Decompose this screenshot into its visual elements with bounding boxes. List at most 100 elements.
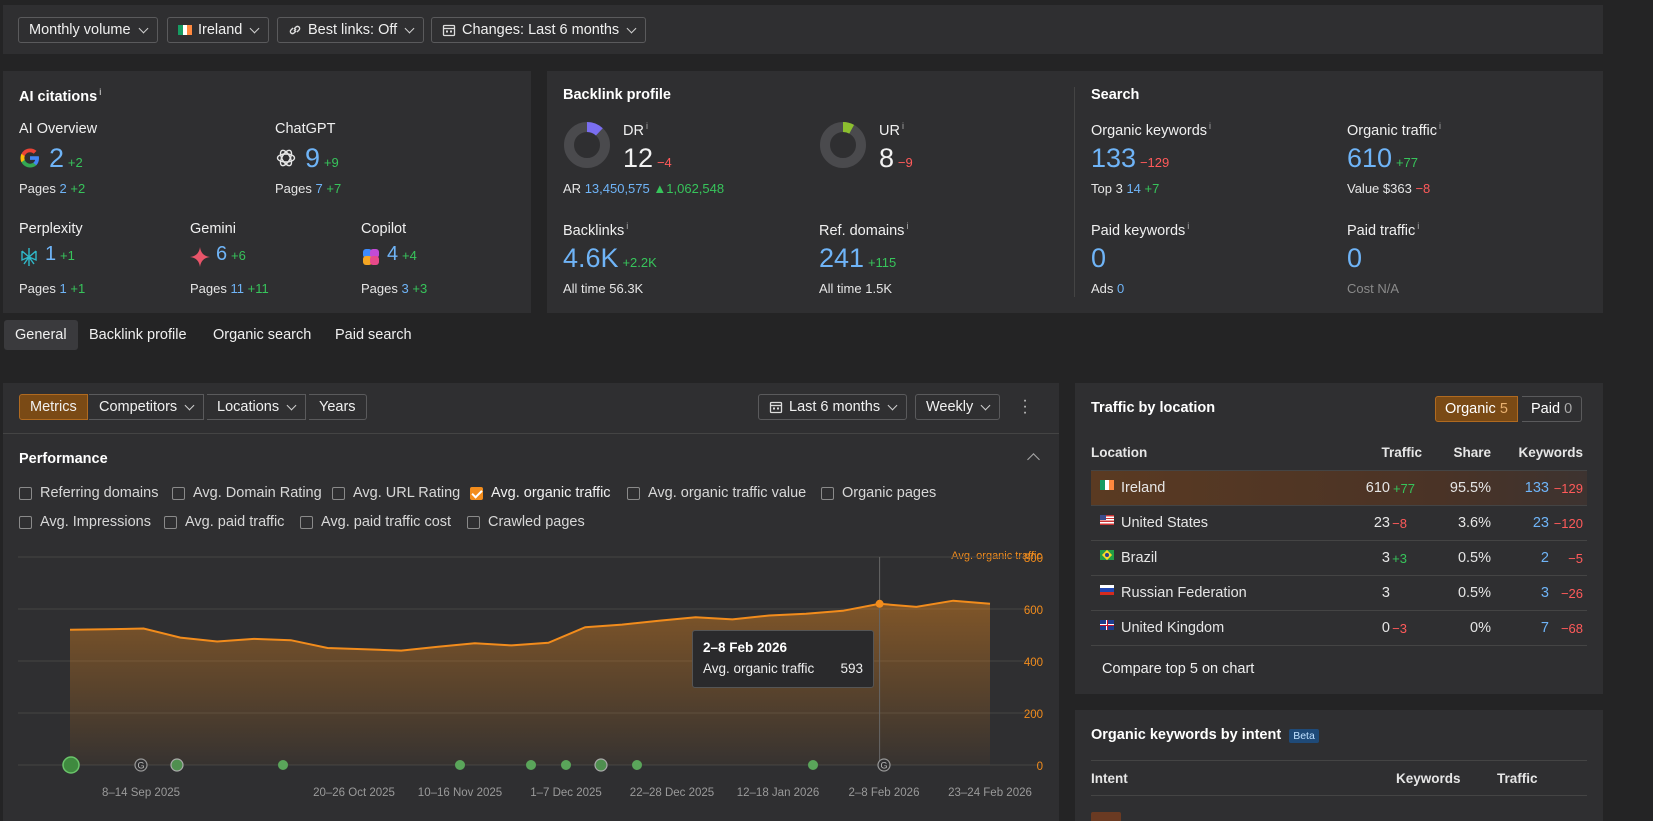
checkbox-avg-organic-traffic[interactable]: Avg. organic traffic [470, 485, 611, 501]
checkbox-crawled-pages[interactable]: Crawled pages [467, 514, 585, 530]
location-row-brazil[interactable]: Brazil 3 +3 0.5% 2 −5 [1091, 541, 1587, 576]
chatgpt-value[interactable]: 9 [305, 143, 321, 173]
location-keywords[interactable]: 133 [1524, 480, 1549, 496]
location-row-united-states[interactable]: United States 23 −8 3.6% 23 −120 [1091, 506, 1587, 541]
changes-dropdown[interactable]: Changes: Last 6 months [431, 17, 647, 43]
organic-toggle[interactable]: Organic 5 [1435, 396, 1518, 422]
range-label: Last 6 months [789, 399, 881, 415]
gemini-pages-delta: +11 [247, 281, 269, 296]
ar-value[interactable]: 13,450,575 [584, 181, 650, 196]
location-row-united-kingdom[interactable]: United Kingdom 0 −3 0% 7 −68 [1091, 611, 1587, 646]
ur-value[interactable]: 8 [879, 143, 895, 173]
monthly-volume-dropdown[interactable]: Monthly volume [18, 17, 158, 43]
chevron-down-icon [286, 400, 297, 410]
checkbox-avg-domain-rating[interactable]: Avg. Domain Rating [172, 485, 322, 501]
ai-overview-label: AI Overview [19, 121, 98, 137]
interval-label: Weekly [926, 399, 974, 415]
chatgpt-pages-delta: +7 [326, 181, 342, 196]
country-dropdown[interactable]: Ireland [167, 17, 270, 43]
location-traffic[interactable]: 610 [1365, 480, 1390, 496]
checkbox-avg-paid-traffic[interactable]: Avg. paid traffic [164, 514, 284, 530]
ref-domains-value[interactable]: 241 [819, 243, 865, 273]
chart-hover-point [875, 599, 884, 608]
interval-dropdown[interactable]: Weekly [915, 394, 1001, 420]
ai-overview-pages[interactable]: 2 [59, 181, 67, 196]
location-keywords[interactable]: 7 [1540, 620, 1549, 636]
header-location: Location [1091, 445, 1148, 460]
dr-value[interactable]: 12 [623, 143, 654, 173]
perplexity-value[interactable]: 1 [45, 243, 57, 265]
chart-event-marker [808, 760, 818, 770]
traffic-by-location-title: Traffic by location [1091, 400, 1216, 416]
organic-keywords-value[interactable]: 133 [1091, 143, 1137, 173]
chatgpt-pages[interactable]: 7 [315, 181, 323, 196]
x-tick-label: 10–16 Nov 2025 [418, 787, 502, 799]
intent-header-intent: Intent [1091, 771, 1128, 786]
gemini-value[interactable]: 6 [216, 243, 228, 265]
checkbox-label: Avg. Domain Rating [193, 485, 322, 501]
location-row-russian-federation[interactable]: Russian Federation 3 0.5% 3 −26 [1091, 576, 1587, 611]
copilot-icon [363, 249, 379, 265]
checkbox-referring-domains[interactable]: Referring domains [19, 485, 158, 501]
ref-domains-all-time: 1.5K [865, 281, 892, 296]
paid-keywords-value[interactable]: 0 [1091, 243, 1107, 273]
checkbox-organic-pages[interactable]: Organic pages [821, 485, 936, 501]
checkbox-box [172, 486, 185, 500]
segment-metrics[interactable]: Metrics [19, 394, 88, 420]
location-traffic[interactable]: 3 [1381, 550, 1390, 566]
perplexity-pages[interactable]: 1 [59, 281, 67, 296]
range-dropdown[interactable]: Last 6 months [758, 394, 908, 420]
compare-top5-link[interactable]: Compare top 5 on chart [1102, 661, 1255, 677]
location-share: 0.5% [1457, 550, 1491, 566]
top3-label: Top 3 [1091, 181, 1123, 196]
monthly-volume-label: Monthly volume [29, 22, 131, 38]
copilot-pages[interactable]: 3 [401, 281, 409, 296]
location-keywords[interactable]: 3 [1540, 585, 1549, 601]
ref-domains-all-time-label: All time [819, 281, 862, 296]
segment-locations[interactable]: Locations [207, 394, 307, 420]
traffic-by-location-panel [1075, 383, 1603, 694]
perplexity-label: Perplexity [19, 221, 83, 237]
chart-event-marker [170, 758, 184, 772]
location-keywords[interactable]: 2 [1540, 550, 1549, 566]
paid-traffic-value[interactable]: 0 [1347, 243, 1363, 273]
google-update-marker [877, 758, 891, 772]
checkbox-box [821, 486, 834, 500]
tab-paid-search[interactable]: Paid search [335, 327, 412, 343]
segment-competitors[interactable]: Competitors [89, 394, 205, 420]
checkbox-avg-url-rating[interactable]: Avg. URL Rating [332, 485, 460, 501]
copilot-label: Copilot [361, 221, 407, 237]
calendar-icon [442, 24, 456, 37]
best-links-dropdown[interactable]: Best links: Off [277, 17, 425, 43]
ads-value[interactable]: 0 [1117, 281, 1125, 296]
organic-traffic-value[interactable]: 610 [1347, 143, 1393, 173]
x-tick-label: 2–8 Feb 2026 [849, 787, 920, 799]
tab-general[interactable]: General [4, 320, 78, 350]
perplexity-delta: +1 [60, 248, 75, 263]
location-keywords[interactable]: 23 [1532, 515, 1549, 531]
chatgpt-delta: +9 [323, 155, 339, 170]
tab-organic-search[interactable]: Organic search [213, 327, 312, 343]
paid-toggle[interactable]: Paid 0 [1522, 396, 1583, 422]
top3-value[interactable]: 14 [1126, 181, 1141, 196]
location-traffic[interactable]: 0 [1381, 620, 1390, 636]
checkbox-avg-paid-traffic-cost[interactable]: Avg. paid traffic cost [300, 514, 451, 530]
tab-backlink-profile[interactable]: Backlink profile [89, 327, 187, 343]
checkbox-avg-organic-traffic-value[interactable]: Avg. organic traffic value [627, 485, 806, 501]
checkbox-avg-impressions[interactable]: Avg. Impressions [19, 514, 151, 530]
more-options-icon[interactable]: · · · [1022, 392, 1028, 421]
backlinks-value[interactable]: 4.6K [563, 243, 619, 273]
segment-years[interactable]: Years [309, 394, 367, 420]
location-traffic[interactable]: 3 [1381, 585, 1390, 601]
y-tick-label: 600 [1024, 605, 1043, 617]
copilot-value[interactable]: 4 [387, 243, 399, 265]
intent-panel [1075, 710, 1603, 821]
ai-overview-value[interactable]: 2 [49, 143, 65, 173]
checkbox-label: Avg. organic traffic [491, 485, 611, 501]
organic-toggle-label: Organic [1445, 401, 1496, 417]
google-update-marker-label: G [137, 761, 144, 771]
location-row-ireland[interactable]: Ireland 610 +77 95.5% 133 −129 [1091, 471, 1587, 506]
location-traffic[interactable]: 23 [1373, 515, 1390, 531]
gemini-pages[interactable]: 11 [230, 281, 245, 296]
